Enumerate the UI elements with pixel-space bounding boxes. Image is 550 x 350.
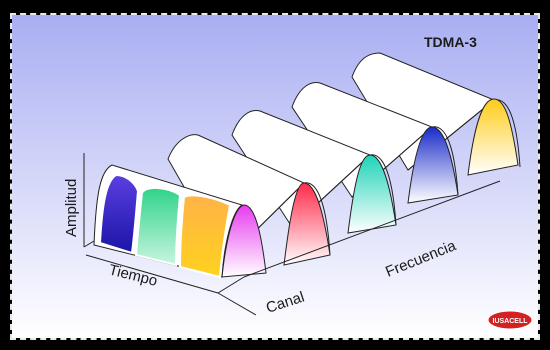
axes [83,153,501,316]
ridge-channel-4 [291,82,459,204]
time-axis [85,254,219,294]
ridge-channel-2 [167,134,331,266]
channel-1-pulse [221,204,267,278]
amplitude-axis-label: Amplitud [63,179,80,237]
diagram-title: TDMA-3 [424,34,477,50]
channel-axis [217,292,257,316]
diagram-frame: TDMA-3 Amplitud Tiempo Canal Frecuencia … [10,13,540,340]
ridge-channel-1 [93,164,267,279]
time-slot-3 [178,194,232,279]
time-slot-1 [98,173,140,255]
tdma-diagram: TDMA-3 Amplitud Tiempo Canal Frecuencia … [12,15,538,338]
iusacell-logo: IUSACELL [487,310,533,330]
time-slot-2 [134,187,182,267]
frequency-axis [243,180,501,278]
logo-text: IUSACELL [493,318,529,325]
ridge-channel-5 [351,52,521,176]
ridge-channel-3 [231,110,397,234]
